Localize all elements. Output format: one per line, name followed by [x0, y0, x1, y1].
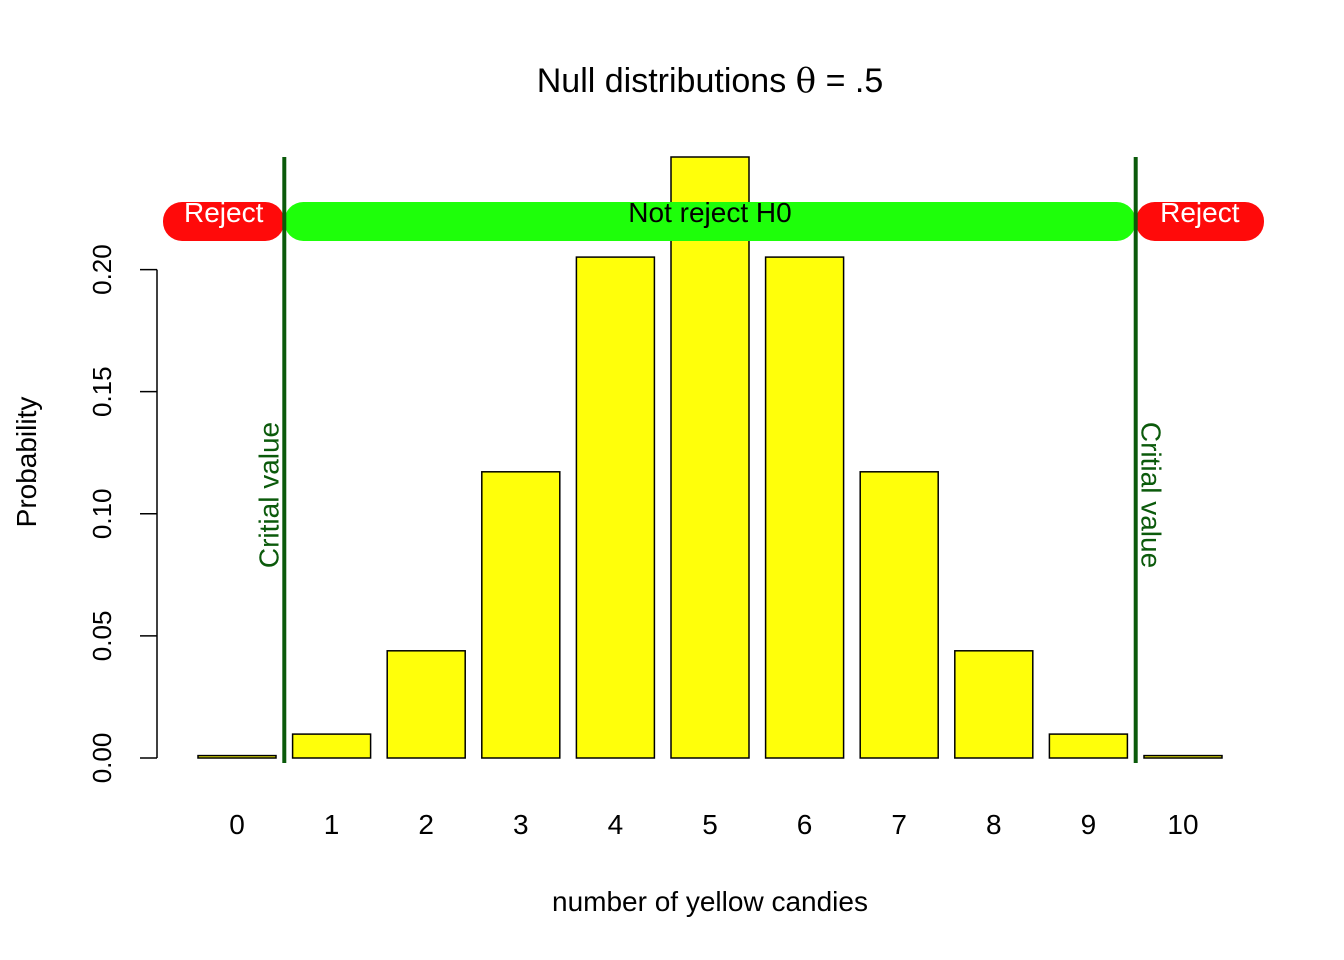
- y-axis-label: Probability: [11, 397, 42, 528]
- region-2-pill: [1135, 202, 1264, 241]
- x-tick-label-4: 4: [608, 809, 624, 840]
- x-tick-label-7: 7: [891, 809, 907, 840]
- bar-5: [670, 156, 750, 759]
- region-2-label: Reject: [1160, 197, 1240, 228]
- region-1-pill: [284, 202, 1136, 241]
- y-axis: 0.00 0.05 0.10 0.15 0.20: [87, 244, 158, 784]
- x-tick-labels: 0 1 2 3 4 5 6 7 8 9 10: [229, 809, 1198, 840]
- bar-10: [1143, 754, 1223, 759]
- x-tick-label-8: 8: [986, 809, 1002, 840]
- critical-label-0: Critial value: [253, 422, 284, 568]
- decision-regions: Reject Not reject H0 Reject: [163, 197, 1264, 241]
- x-tick-label-5: 5: [702, 809, 718, 840]
- bar-3: [481, 471, 561, 759]
- y-tick-label: 0.00: [87, 733, 117, 784]
- bar-9: [1048, 733, 1129, 759]
- region-1-label: Not reject H0: [628, 197, 791, 228]
- chart-title-theta: θ: [796, 61, 816, 101]
- x-tick-label-6: 6: [797, 809, 813, 840]
- y-tick-label: 0.15: [87, 366, 117, 417]
- region-0-pill: [163, 202, 285, 241]
- bar-4: [575, 256, 656, 759]
- bar-6: [764, 256, 845, 759]
- bar-7: [859, 471, 939, 759]
- chart-title-suffix: = .5: [816, 62, 883, 100]
- region-0-label: Reject: [184, 197, 264, 228]
- chart-title: Null distributions θ = .5: [537, 61, 883, 101]
- x-tick-label-1: 1: [324, 809, 340, 840]
- bar-2: [386, 650, 466, 759]
- x-tick-label-9: 9: [1081, 809, 1097, 840]
- x-axis-label: number of yellow candies: [552, 886, 868, 917]
- bar-8: [954, 650, 1034, 759]
- critical-values: Critial value Critial value: [253, 157, 1167, 763]
- y-tick-label: 0.10: [87, 488, 117, 539]
- x-tick-label-0: 0: [229, 809, 245, 840]
- x-tick-label-10: 10: [1167, 809, 1198, 840]
- y-tick-label: 0.05: [87, 611, 117, 662]
- x-tick-label-3: 3: [513, 809, 529, 840]
- critical-label-1: Critial value: [1136, 422, 1167, 568]
- bar-1: [291, 733, 372, 759]
- chart-title-prefix: Null distributions: [537, 62, 796, 100]
- bars-group: [197, 156, 1223, 759]
- bar-0: [197, 754, 277, 759]
- y-tick-label: 0.20: [87, 244, 117, 295]
- x-tick-label-2: 2: [418, 809, 434, 840]
